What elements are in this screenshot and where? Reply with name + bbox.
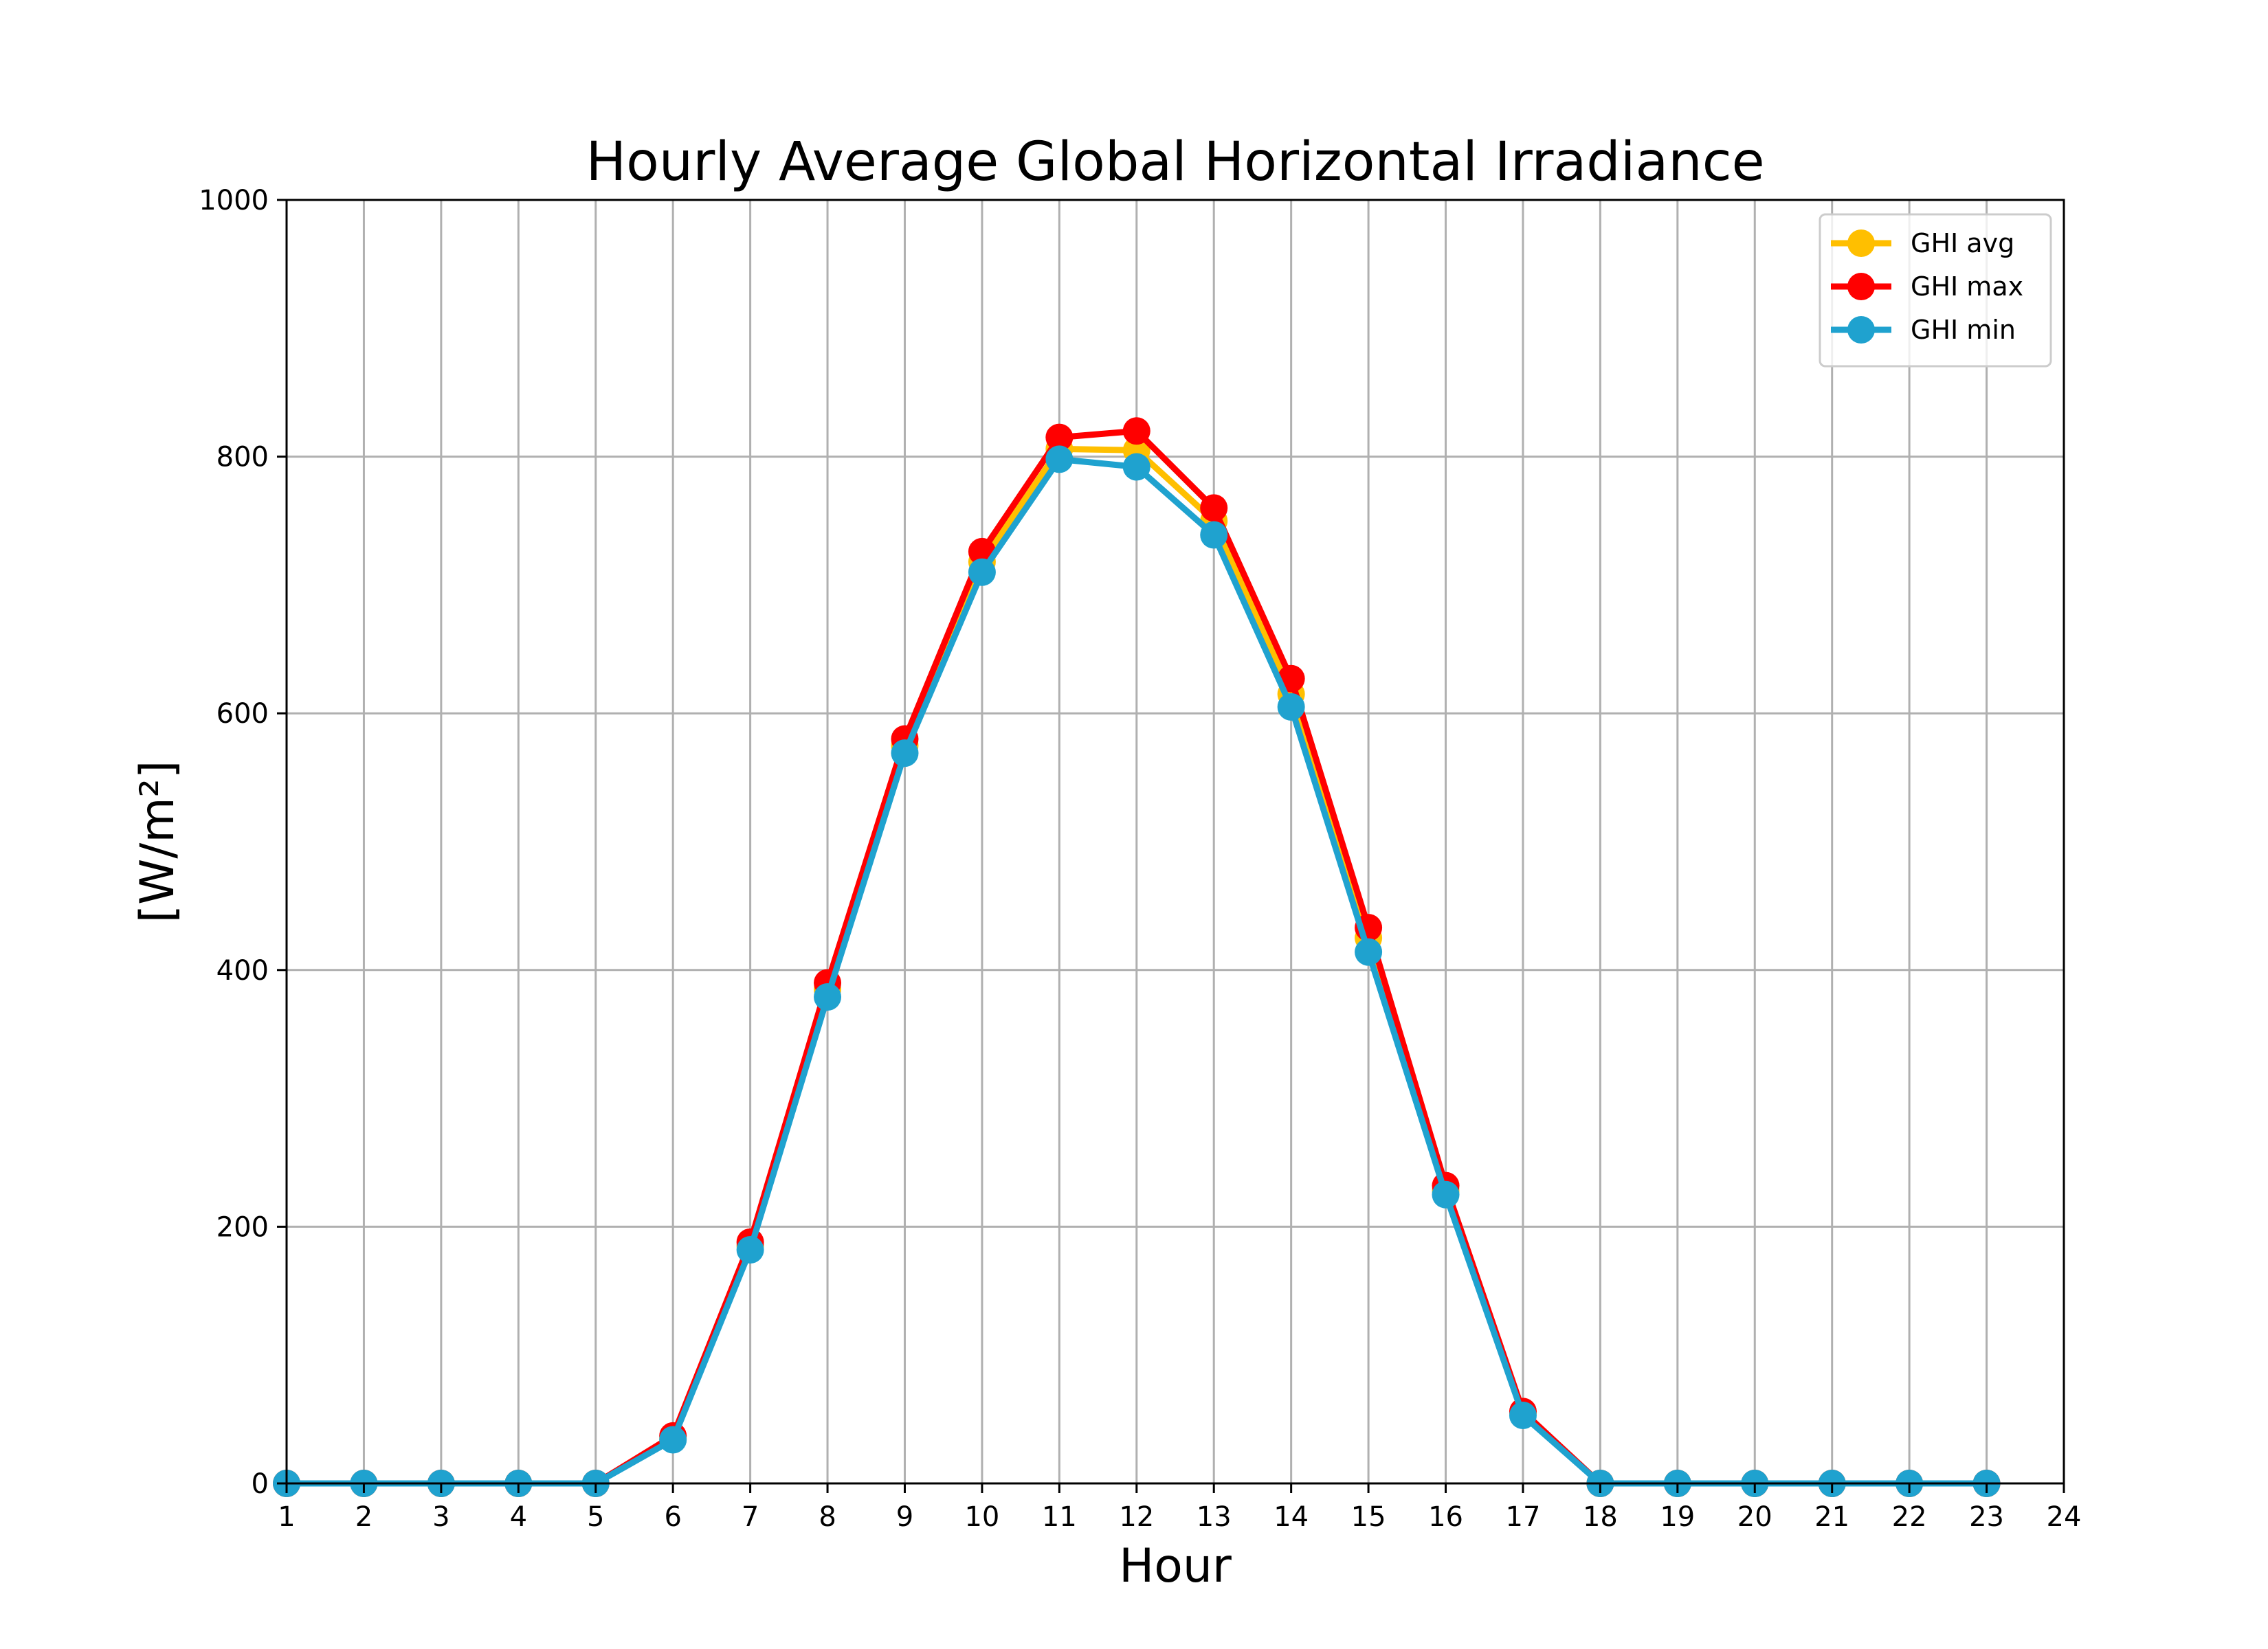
data-point bbox=[1045, 423, 1074, 451]
x-tick-label: 24 bbox=[2047, 1501, 2082, 1533]
data-point bbox=[1509, 1401, 1537, 1429]
x-tick-label: 15 bbox=[1351, 1501, 1386, 1533]
x-tick-label: 18 bbox=[1583, 1501, 1618, 1533]
legend: GHI avg GHI max GHI min bbox=[1819, 213, 2052, 368]
x-tick-label: 12 bbox=[1119, 1501, 1154, 1533]
legend-marker bbox=[1847, 229, 1875, 257]
x-tick-label: 1 bbox=[278, 1501, 295, 1533]
x-tick-label: 17 bbox=[1506, 1501, 1541, 1533]
x-tick-label: 21 bbox=[1814, 1501, 1849, 1533]
y-tick-label: 800 bbox=[216, 442, 269, 473]
y-tick-label: 400 bbox=[216, 955, 269, 987]
x-tick-label: 14 bbox=[1274, 1501, 1309, 1533]
axis-ticks: 1 2 3 4 5 6 7 8 9 10 11 12 13 14 15 16 17 18 19 20 21 22 23 240… bbox=[199, 185, 2081, 1533]
data-point bbox=[1122, 417, 1150, 445]
grid bbox=[285, 199, 2065, 1485]
data-point bbox=[891, 739, 919, 767]
x-tick-label: 23 bbox=[1969, 1501, 2004, 1533]
x-tick-label: 3 bbox=[432, 1501, 449, 1533]
x-tick-label: 16 bbox=[1428, 1501, 1463, 1533]
legend-label: GHI avg bbox=[1911, 228, 2014, 258]
x-tick-label: 7 bbox=[742, 1501, 759, 1533]
legend-label: GHI max bbox=[1911, 271, 2023, 302]
data-point bbox=[1045, 445, 1074, 473]
x-tick-label: 11 bbox=[1042, 1501, 1077, 1533]
legend-label: GHI min bbox=[1911, 315, 2016, 345]
x-axis-label: Hour bbox=[1119, 1539, 1232, 1593]
x-tick-label: 20 bbox=[1737, 1501, 1772, 1533]
data-point bbox=[1200, 521, 1228, 549]
x-tick-label: 19 bbox=[1660, 1501, 1695, 1533]
x-tick-label: 9 bbox=[896, 1501, 913, 1533]
x-tick-label: 6 bbox=[664, 1501, 681, 1533]
data-point bbox=[1122, 453, 1150, 481]
y-tick-label: 1000 bbox=[199, 185, 269, 216]
x-tick-label: 8 bbox=[819, 1501, 836, 1533]
data-point bbox=[968, 558, 996, 586]
data-point bbox=[736, 1236, 764, 1264]
y-tick-label: 0 bbox=[252, 1468, 269, 1500]
x-tick-label: 13 bbox=[1197, 1501, 1232, 1533]
data-point bbox=[1432, 1180, 1460, 1209]
x-tick-label: 22 bbox=[1892, 1501, 1927, 1533]
legend-marker bbox=[1847, 316, 1875, 344]
data-point bbox=[1277, 693, 1305, 721]
x-tick-label: 10 bbox=[964, 1501, 999, 1533]
x-tick-label: 2 bbox=[355, 1501, 373, 1533]
data-point bbox=[1355, 938, 1383, 966]
x-tick-label: 5 bbox=[587, 1501, 604, 1533]
chart-title: Hourly Average Global Horizontal Irradia… bbox=[586, 131, 1764, 193]
y-tick-label: 200 bbox=[216, 1211, 269, 1243]
plot-frame bbox=[285, 199, 2065, 1485]
y-tick-label: 600 bbox=[216, 698, 269, 730]
y-axis-label: [W/m²] bbox=[131, 761, 185, 923]
data-point bbox=[1200, 494, 1228, 522]
data-point bbox=[659, 1426, 687, 1454]
legend-marker bbox=[1847, 273, 1875, 300]
x-tick-label: 4 bbox=[510, 1501, 527, 1533]
data-point bbox=[814, 983, 842, 1011]
